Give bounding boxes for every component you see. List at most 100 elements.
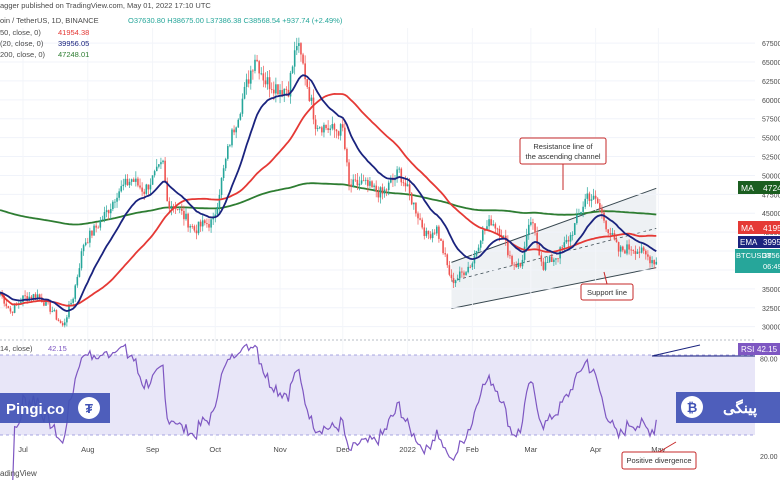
candle-body: [364, 179, 367, 181]
rsi-axis: 80.00 20.00: [760, 356, 778, 461]
candle-body: [145, 184, 148, 194]
candle-body: [158, 164, 160, 167]
ohlc-values: O37630.80 H38675.00 L37386.38 C38568.54 …: [128, 16, 343, 25]
candle-body: [80, 251, 83, 269]
candle-body: [172, 205, 175, 207]
candle-body: [241, 98, 244, 114]
candle-body: [227, 146, 229, 159]
candle-body: [396, 169, 398, 179]
candle-body: [264, 80, 267, 85]
candle-body: [653, 260, 655, 265]
candle-body: [51, 311, 54, 313]
candle-body: [53, 310, 56, 312]
candle-body: [256, 59, 258, 62]
candle-body: [344, 127, 346, 149]
candle-body: [433, 232, 436, 234]
candle-body: [287, 89, 290, 97]
chart-legend: agger published on TradingView.com, May …: [0, 1, 343, 353]
divergence-annotation: Positive divergence: [621, 441, 697, 470]
time-tick-label: Oct: [209, 445, 222, 454]
candle-body: [465, 272, 467, 276]
candle-body: [534, 223, 536, 233]
candle-body: [329, 128, 332, 131]
rsi-badge: RSI 42.15: [738, 343, 780, 355]
channel-fill: [451, 188, 657, 309]
candle-body: [390, 179, 392, 183]
candle-body: [235, 127, 237, 133]
candle-body: [481, 230, 484, 241]
candle-body: [601, 208, 603, 213]
rsi-badge-label: RSI: [741, 345, 754, 354]
candle-body: [354, 179, 357, 181]
candle-body: [626, 244, 628, 254]
candle-body: [187, 213, 189, 228]
tether-icon: [78, 397, 100, 419]
candle-body: [594, 195, 597, 199]
bitcoin-glyph: ₿: [687, 400, 698, 415]
divergence-annotation-text: Positive divergence: [626, 456, 691, 465]
pingi-watermark-right: ₿ پینگی: [676, 392, 780, 423]
candle-body: [279, 90, 281, 95]
candle-body: [74, 285, 77, 299]
candle-body: [404, 182, 407, 187]
candle-body: [70, 302, 72, 305]
candle-body: [122, 184, 125, 187]
candle-body: [492, 224, 495, 226]
candle-body: [109, 209, 112, 214]
candle-body: [66, 317, 68, 323]
candle-body: [586, 193, 589, 199]
candle-body: [132, 179, 135, 182]
price-tick-label: 62500.00: [762, 79, 780, 86]
candle-body: [178, 208, 181, 210]
candle-body: [494, 224, 497, 229]
candle-body: [291, 66, 294, 73]
candle-body: [352, 179, 355, 187]
candle-body: [78, 268, 81, 277]
candle-body: [392, 179, 394, 181]
price-tick-label: 60000.00: [762, 98, 780, 105]
candle-body: [82, 245, 85, 252]
price-tick-label: 52500.00: [762, 155, 780, 162]
candle-body: [525, 234, 528, 247]
candle-body: [210, 219, 212, 228]
candle-body: [212, 217, 214, 220]
candle-body: [101, 219, 104, 221]
candle-body: [99, 220, 102, 228]
candle-body: [11, 311, 14, 313]
candle-body: [289, 72, 292, 97]
candle-body: [252, 70, 254, 72]
candle-body: [128, 181, 131, 186]
candle-body: [498, 228, 501, 236]
candle-body: [346, 148, 348, 163]
candle-body: [517, 262, 520, 267]
time-tick-label: May: [651, 445, 665, 454]
candle-body: [308, 87, 311, 101]
candle-body: [201, 220, 204, 227]
time-tick-label: Feb: [466, 445, 479, 454]
candle-body: [459, 271, 461, 279]
candle-body: [402, 182, 405, 184]
candle-body: [95, 225, 97, 228]
candle-body: [195, 230, 198, 234]
candle-body: [419, 218, 421, 220]
candle-body: [582, 206, 584, 212]
candle-body: [283, 88, 286, 95]
candle-body: [84, 242, 87, 246]
candle-body: [530, 222, 532, 225]
candle-body: [193, 226, 196, 231]
candle-body: [469, 266, 472, 268]
candle-body: [63, 322, 66, 326]
candle-body: [216, 207, 219, 215]
candle-body: [513, 264, 515, 266]
candle-body: [415, 202, 417, 214]
tradingview-footer: adingView: [0, 469, 37, 478]
candle-body: [563, 242, 566, 248]
candle-body: [371, 181, 373, 187]
time-tick-label: Apr: [590, 445, 602, 454]
candle-body: [408, 184, 411, 194]
candle-body: [222, 168, 225, 179]
candle-body: [61, 323, 64, 326]
rsi-band: [0, 355, 755, 435]
ma200-badge-value: 4724: [763, 183, 780, 193]
candle-body: [636, 251, 639, 254]
